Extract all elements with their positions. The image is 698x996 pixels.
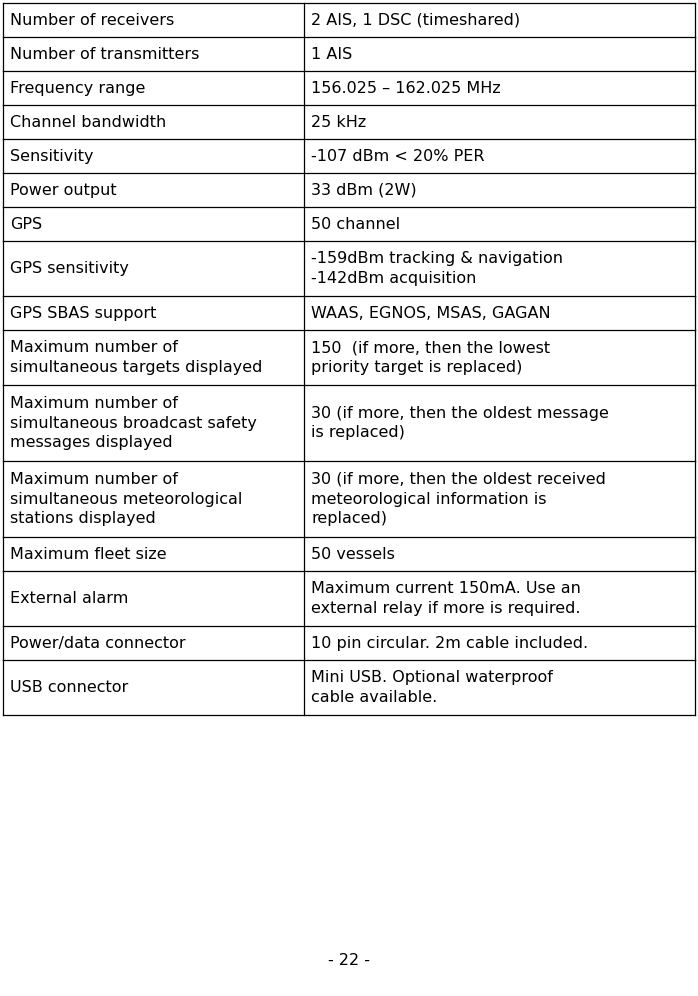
Text: 10 pin circular. 2m cable included.: 10 pin circular. 2m cable included. bbox=[311, 635, 588, 650]
Text: 25 kHz: 25 kHz bbox=[311, 115, 366, 129]
Text: -159dBm tracking & navigation
-142dBm acquisition: -159dBm tracking & navigation -142dBm ac… bbox=[311, 251, 563, 286]
Text: 1 AIS: 1 AIS bbox=[311, 47, 352, 62]
Text: GPS sensitivity: GPS sensitivity bbox=[10, 261, 129, 276]
Text: Channel bandwidth: Channel bandwidth bbox=[10, 115, 166, 129]
Text: 150  (if more, then the lowest
priority target is replaced): 150 (if more, then the lowest priority t… bbox=[311, 340, 550, 374]
Text: Number of transmitters: Number of transmitters bbox=[10, 47, 200, 62]
Text: External alarm: External alarm bbox=[10, 591, 128, 606]
Text: Frequency range: Frequency range bbox=[10, 81, 145, 96]
Text: -107 dBm < 20% PER: -107 dBm < 20% PER bbox=[311, 148, 484, 163]
Text: WAAS, EGNOS, MSAS, GAGAN: WAAS, EGNOS, MSAS, GAGAN bbox=[311, 306, 551, 321]
Text: - 22 -: - 22 - bbox=[328, 952, 370, 967]
Text: 30 (if more, then the oldest received
meteorological information is
replaced): 30 (if more, then the oldest received me… bbox=[311, 472, 606, 526]
Text: GPS: GPS bbox=[10, 216, 42, 231]
Text: 33 dBm (2W): 33 dBm (2W) bbox=[311, 182, 417, 197]
Text: 30 (if more, then the oldest message
is replaced): 30 (if more, then the oldest message is … bbox=[311, 405, 609, 440]
Text: Maximum number of
simultaneous meteorological
stations displayed: Maximum number of simultaneous meteorolo… bbox=[10, 472, 242, 526]
Text: 50 vessels: 50 vessels bbox=[311, 547, 395, 562]
Text: Mini USB. Optional waterproof
cable available.: Mini USB. Optional waterproof cable avai… bbox=[311, 670, 553, 705]
Text: Maximum number of
simultaneous broadcast safety
messages displayed: Maximum number of simultaneous broadcast… bbox=[10, 395, 257, 450]
Text: Maximum fleet size: Maximum fleet size bbox=[10, 547, 167, 562]
Text: Sensitivity: Sensitivity bbox=[10, 148, 94, 163]
Text: 156.025 – 162.025 MHz: 156.025 – 162.025 MHz bbox=[311, 81, 500, 96]
Text: Power output: Power output bbox=[10, 182, 117, 197]
Text: Power/data connector: Power/data connector bbox=[10, 635, 186, 650]
Text: 2 AIS, 1 DSC (timeshared): 2 AIS, 1 DSC (timeshared) bbox=[311, 13, 520, 28]
Text: USB connector: USB connector bbox=[10, 680, 128, 695]
Text: Maximum current 150mA. Use an
external relay if more is required.: Maximum current 150mA. Use an external r… bbox=[311, 581, 581, 616]
Text: Maximum number of
simultaneous targets displayed: Maximum number of simultaneous targets d… bbox=[10, 340, 262, 374]
Text: 50 channel: 50 channel bbox=[311, 216, 400, 231]
Text: Number of receivers: Number of receivers bbox=[10, 13, 174, 28]
Text: GPS SBAS support: GPS SBAS support bbox=[10, 306, 156, 321]
